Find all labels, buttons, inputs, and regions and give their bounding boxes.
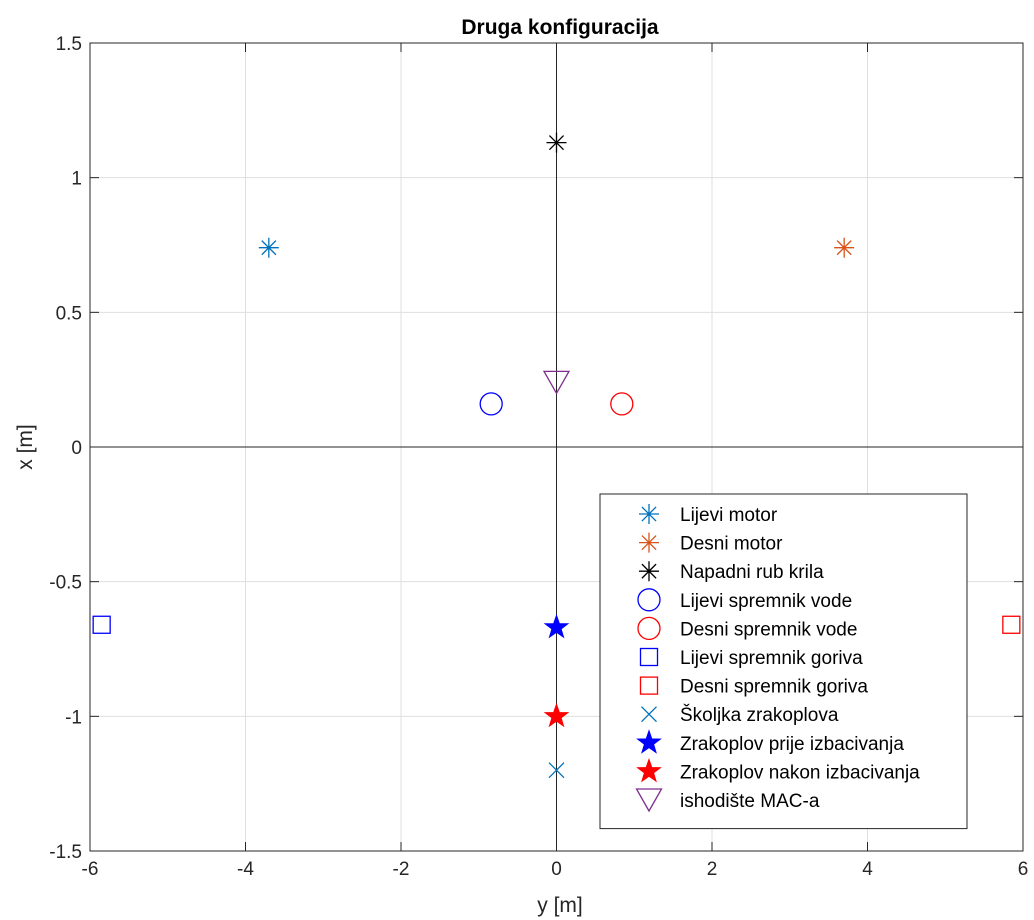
data-point-4-shape [610,392,634,416]
legend-marker-0 [639,504,659,524]
y-axis-label: x [m] [14,424,37,470]
legend-marker-2-shape [639,561,659,582]
legend-entry-label: ishodište MAC-a [680,791,820,812]
x-axis-label: y [m] [537,894,583,917]
legend-marker-3 [637,588,661,612]
legend-marker-2 [639,561,659,582]
data-point-3 [479,392,503,416]
y-tick-label: -1 [65,707,82,728]
data-point-3-shape [479,392,503,416]
x-tick-label: -6 [82,859,99,880]
data-point-5-shape [92,615,111,634]
data-point-0 [258,237,279,258]
legend-entry-label: Lijevi motor [680,505,778,526]
y-tick-label: 0 [71,438,82,459]
legend-marker-10 [635,788,663,813]
legend-marker-5 [639,647,659,667]
legend-marker-1-shape [639,532,659,553]
legend-entry-label: Desni spremnik vode [680,619,857,640]
legend-marker-0-shape [639,504,659,524]
legend-entry-label: Desni spremnik goriva [680,677,868,698]
x-tick-label: -2 [393,859,410,880]
y-tick-label: 1 [71,169,82,190]
legend-marker-3-shape [637,588,661,612]
x-tick-label: 0 [551,859,562,880]
data-point-0-shape [258,237,279,258]
x-tick-label: 2 [707,859,718,880]
legend-marker-10-shape [635,788,663,813]
data-point-8 [543,613,570,639]
legend-entry-label: Desni motor [680,534,783,555]
legend-marker-7-shape [641,706,657,723]
y-tick-label: -0.5 [49,573,82,594]
data-point-6-shape [1002,615,1021,634]
legend-marker-4 [637,616,661,641]
legend-marker-1 [639,532,659,553]
data-point-4 [610,392,634,416]
legend: Lijevi motor Desni motor Napadni rub krila… [599,493,968,830]
data-point-9 [543,702,570,728]
data-point-8-shape [543,613,570,639]
x-tick-label: 6 [1018,859,1029,880]
legend-marker-5-shape [639,647,659,667]
data-point-7-shape [548,762,565,779]
legend-marker-4-shape [637,616,661,641]
legend-marker-6 [639,676,659,695]
x-tick-label: 4 [862,859,873,880]
legend-marker-9 [636,757,662,783]
legend-entry-label: Zrakoplov prije izbacivanja [680,734,904,755]
legend-entry-label: Školjka zrakoplova [680,704,839,726]
chart-title: Druga konfiguracija [461,16,659,39]
data-point-7 [548,762,565,779]
data-point-2-shape [546,132,567,153]
data-point-9-shape [543,702,570,728]
legend-marker-8 [636,729,662,754]
legend-entry-label: Lijevi spremnik vode [680,591,852,612]
legend-entry-label: Napadni rub krila [680,562,824,583]
data-point-6 [1002,615,1021,634]
x-tick-label: -4 [237,859,254,880]
legend-entry-label: Lijevi spremnik goriva [680,648,863,669]
legend-entry-label: Zrakoplov nakon izbacivanja [680,762,920,783]
legend-marker-7 [641,706,657,723]
data-point-10 [542,370,571,395]
data-point-2 [546,132,567,153]
data-point-1 [834,237,855,258]
y-tick-label: -1.5 [49,842,82,863]
data-point-10-shape [542,370,571,395]
data-point-1-shape [834,237,855,258]
legend-box [599,493,968,830]
y-tick-label: 1.5 [56,34,82,55]
legend-marker-8-shape [636,729,662,754]
legend-marker-6-shape [639,676,659,695]
legend-marker-9-shape [636,757,662,783]
y-tick-label: 0.5 [56,303,82,324]
data-point-5 [92,615,111,634]
